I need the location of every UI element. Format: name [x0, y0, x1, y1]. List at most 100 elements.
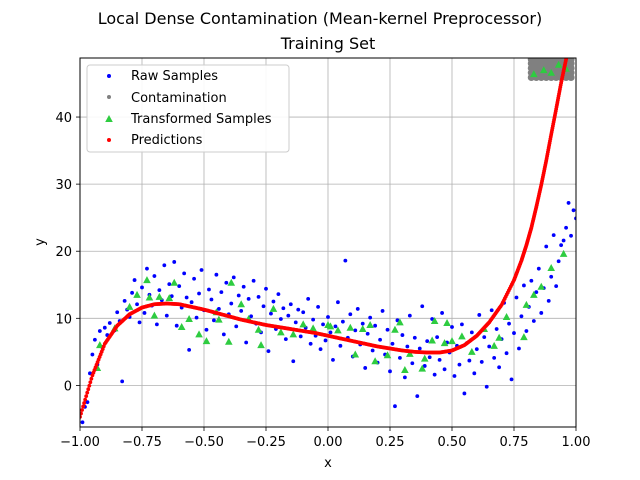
raw-sample-point: [229, 301, 234, 306]
raw-sample-point: [209, 297, 214, 302]
raw-sample-point: [460, 322, 464, 327]
raw-sample-point: [489, 308, 494, 313]
raw-sample-point: [360, 321, 365, 326]
transformed-sample-point: [227, 278, 236, 286]
raw-sample-point: [286, 313, 291, 318]
raw-sample-point: [204, 327, 209, 332]
transformed-sample-point: [537, 282, 546, 290]
transformed-sample-point: [366, 321, 374, 329]
transformed-sample-point: [202, 337, 211, 345]
transformed-sample-point: [502, 312, 511, 320]
raw-sample-point: [276, 292, 281, 297]
raw-sample-point: [531, 319, 536, 323]
raw-sample-point: [266, 349, 271, 354]
legend-label-predictions: Predictions: [131, 133, 203, 148]
x-tick-label: 0.75: [500, 435, 529, 450]
raw-sample-point: [120, 379, 125, 384]
raw-sample-point: [393, 404, 397, 409]
x-tick-label: −0.50: [184, 435, 224, 450]
transformed-sample-point: [299, 320, 307, 328]
y-tick-label: 40: [55, 111, 72, 126]
transformed-sample-point: [225, 337, 233, 345]
raw-sample-point: [435, 335, 440, 339]
legend-marker-raw-samples: [107, 74, 111, 78]
raw-sample-point: [544, 244, 549, 249]
raw-sample-point: [353, 328, 358, 333]
raw-sample-point: [405, 344, 410, 349]
raw-sample-point: [524, 329, 529, 333]
transformed-sample-point: [520, 333, 528, 341]
raw-sample-point: [333, 324, 338, 329]
y-tick-label: 10: [55, 312, 72, 327]
transformed-sample-point: [418, 364, 427, 372]
transformed-sample-point: [177, 323, 186, 331]
raw-sample-point: [189, 300, 194, 305]
legend-marker-transformed-samples: [105, 115, 113, 122]
raw-sample-point: [437, 358, 442, 362]
plot-data: [80, 58, 576, 425]
raw-sample-point: [197, 291, 201, 296]
raw-sample-point: [551, 233, 556, 238]
raw-sample-point: [167, 282, 172, 286]
raw-sample-point: [97, 329, 102, 333]
raw-sample-point: [177, 284, 182, 289]
raw-sample-point: [378, 337, 382, 342]
raw-sample-point: [288, 302, 293, 307]
raw-sample-point: [442, 367, 447, 372]
raw-sample-point: [467, 358, 472, 363]
transformed-sample-point: [530, 290, 538, 298]
raw-sample-point: [130, 290, 134, 295]
transformed-sample-point: [547, 68, 555, 76]
prediction-point: [87, 383, 92, 388]
raw-sample-point: [301, 310, 306, 315]
raw-sample-point: [484, 384, 489, 389]
raw-sample-point: [380, 309, 385, 313]
transformed-sample-point: [309, 324, 317, 332]
transformed-sample-point: [448, 337, 456, 345]
raw-sample-point: [264, 286, 268, 291]
raw-sample-point: [534, 290, 539, 295]
raw-sample-point: [251, 278, 256, 283]
prediction-point: [88, 380, 93, 385]
raw-sample-point: [546, 298, 551, 303]
raw-sample-point: [187, 347, 192, 352]
transformed-sample-point: [254, 325, 263, 333]
prediction-point: [83, 397, 88, 402]
y-tick-label: 0: [64, 379, 72, 394]
raw-sample-point: [417, 346, 422, 351]
raw-sample-point: [246, 296, 251, 301]
x-tick-label: −1.00: [60, 435, 100, 450]
raw-sample-point: [152, 274, 157, 278]
raw-sample-point: [311, 317, 316, 322]
transformed-sample-point: [440, 339, 449, 347]
raw-sample-point: [122, 298, 127, 303]
transformed-sample-point: [269, 304, 278, 312]
transformed-sample-point: [396, 318, 404, 326]
transformed-sample-point: [406, 349, 414, 357]
raw-sample-point: [487, 344, 492, 349]
transformed-sample-point: [145, 293, 154, 301]
raw-sample-point: [184, 295, 189, 300]
transformed-sample-point: [215, 315, 223, 323]
transformed-sample-point: [443, 319, 451, 327]
raw-sample-point: [236, 293, 241, 298]
raw-sample-point: [306, 296, 311, 301]
raw-sample-point: [571, 208, 576, 213]
transformed-sample-point: [458, 332, 466, 340]
raw-sample-point: [316, 305, 320, 309]
transformed-sample-point: [326, 322, 335, 330]
transformed-sample-point: [468, 347, 476, 355]
raw-sample-point: [427, 355, 432, 360]
raw-sample-point: [370, 348, 375, 353]
raw-sample-point: [569, 233, 573, 238]
raw-sample-point: [398, 355, 402, 360]
raw-sample-point: [425, 339, 430, 344]
raw-sample-point: [244, 340, 249, 345]
raw-sample-point: [365, 331, 370, 336]
raw-sample-point: [338, 343, 343, 348]
raw-sample-point: [497, 365, 502, 370]
figure-suptitle: Local Dense Contamination (Mean-kernel P…: [98, 9, 543, 28]
raw-sample-point: [154, 322, 159, 327]
raw-sample-point: [402, 375, 407, 380]
